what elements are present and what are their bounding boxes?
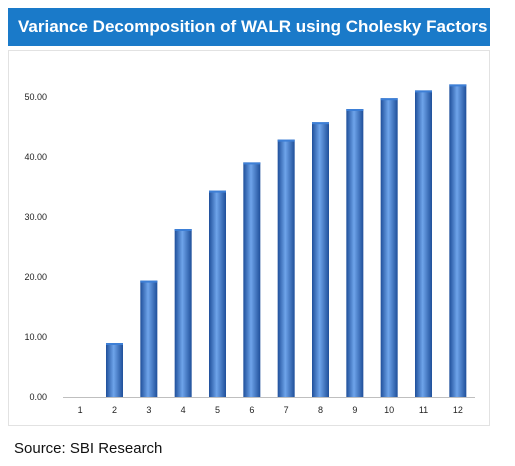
- x-tick-label: 5: [215, 405, 220, 415]
- bar-10: [380, 98, 398, 397]
- bar-9: [346, 109, 364, 397]
- x-tick-label: 7: [284, 405, 289, 415]
- x-tick-label: 2: [112, 405, 117, 415]
- x-tick-label: 8: [318, 405, 323, 415]
- bar-4: [174, 229, 192, 397]
- chart-title: Variance Decomposition of WALR using Cho…: [18, 17, 488, 36]
- chart-title-bar: Variance Decomposition of WALR using Cho…: [8, 8, 490, 46]
- bar-cap-10: [380, 98, 398, 101]
- y-tick-label: 40.00: [24, 152, 47, 162]
- source-note: Source: SBI Research: [14, 440, 163, 457]
- y-axis-ticks: 0.00 10.00 20.00 30.00 40.00 50.00: [24, 92, 47, 402]
- x-tick-label: 6: [249, 405, 254, 415]
- x-tick-label: 10: [384, 405, 394, 415]
- y-tick-label: 30.00: [24, 212, 47, 222]
- x-tick-label: 12: [453, 405, 463, 415]
- y-tick-label: 10.00: [24, 332, 47, 342]
- bar-cap-4: [174, 229, 192, 231]
- bar-cap-5: [209, 190, 226, 193]
- x-tick-label: 4: [181, 405, 186, 415]
- y-tick-label: 0.00: [29, 392, 47, 402]
- x-axis-ticks: 1 2 3 4 5 6 7 8 9 10 11 12: [78, 405, 463, 415]
- bar-11: [415, 90, 432, 398]
- bar-6: [243, 162, 261, 397]
- x-tick-label: 3: [146, 405, 151, 415]
- x-tick-label: 9: [352, 405, 357, 415]
- bar-5: [209, 190, 226, 397]
- bar-cap-11: [415, 90, 432, 93]
- bar-12: [449, 84, 467, 398]
- bar-cap-3: [140, 280, 158, 283]
- bar-cap-6: [243, 162, 261, 165]
- bar-cap-9: [346, 109, 364, 111]
- x-tick-label: 1: [78, 405, 83, 415]
- bar-8: [312, 122, 329, 397]
- bar-cap-7: [277, 139, 295, 142]
- y-tick-label: 50.00: [24, 92, 47, 102]
- y-tick-label: 20.00: [24, 272, 47, 282]
- bars: [106, 84, 467, 398]
- x-tick-label: 11: [419, 405, 428, 415]
- bar-cap-8: [312, 122, 329, 125]
- bar-7: [277, 139, 295, 397]
- bar-cap-2: [106, 343, 123, 345]
- bar-cap-12: [449, 84, 467, 87]
- bar-2: [106, 343, 123, 397]
- bar-3: [140, 280, 158, 397]
